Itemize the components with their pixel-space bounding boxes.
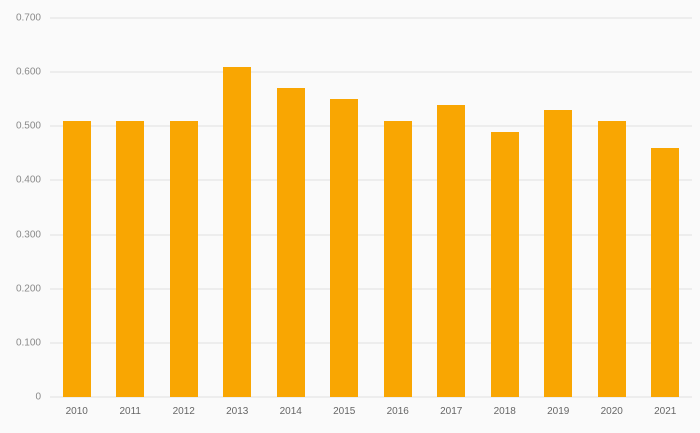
bar-cell <box>318 18 372 397</box>
gridline <box>50 234 692 236</box>
bar-2015 <box>330 99 359 397</box>
x-tick-label: 2015 <box>333 406 356 417</box>
bar-cell <box>104 18 158 397</box>
bar-2019 <box>544 110 573 397</box>
bar-cell <box>532 18 586 397</box>
y-tick-label: 0.700 <box>15 12 41 24</box>
bar-2021 <box>651 147 680 397</box>
x-axis-labels: 2010 2011 2012 2013 2014 2015 2016 2017 2018 2019… <box>50 397 692 433</box>
bar-cell <box>478 18 532 397</box>
x-tick-label: 2014 <box>279 406 302 417</box>
bar-cell <box>264 18 318 397</box>
gridline <box>50 288 692 290</box>
bar-2018 <box>490 131 519 397</box>
bar-2016 <box>383 120 412 397</box>
y-tick-label: 0.100 <box>15 337 41 349</box>
x-tick-label: 2013 <box>226 406 249 417</box>
bars-container <box>50 18 692 397</box>
y-tick-label: 0.500 <box>15 120 41 132</box>
bar-2020 <box>597 120 626 397</box>
gridline <box>50 396 692 398</box>
bar-cell <box>371 18 425 397</box>
bar-cell <box>425 18 479 397</box>
x-tick-label: 2020 <box>600 406 623 417</box>
x-tick-label: 2010 <box>65 406 88 417</box>
bar-2011 <box>116 120 145 397</box>
bar-cell <box>50 18 104 397</box>
y-tick-label: 0.400 <box>15 174 41 186</box>
x-tick-label: 2017 <box>440 406 463 417</box>
x-tick-label: 2011 <box>119 406 141 417</box>
y-tick-label: 0.600 <box>15 66 41 78</box>
x-tick-label: 2021 <box>654 406 677 417</box>
gridline <box>50 71 692 73</box>
y-tick-label: 0.300 <box>15 229 41 241</box>
gridline <box>50 125 692 127</box>
gridline <box>50 342 692 344</box>
x-tick-label: 2016 <box>386 406 409 417</box>
bar-2014 <box>276 88 305 397</box>
bar-2013 <box>223 66 252 397</box>
y-tick-label: 0 <box>35 391 41 403</box>
x-tick-label: 2012 <box>172 406 195 417</box>
bar-2017 <box>437 104 466 397</box>
bar-cell <box>585 18 639 397</box>
bar-cell <box>211 18 265 397</box>
gridline <box>50 17 692 19</box>
x-tick-label: 2019 <box>547 406 570 417</box>
y-tick-label: 0.200 <box>15 283 41 295</box>
bar-2012 <box>169 120 198 397</box>
bar-cell <box>157 18 211 397</box>
plot-area: 0 0.100 0.200 0.300 0.400 0.500 0.600 0.700 <box>16 13 692 403</box>
bar-cell <box>639 18 693 397</box>
x-tick-label: 2018 <box>493 406 516 417</box>
bar-2010 <box>62 120 91 397</box>
gridline <box>50 179 692 181</box>
